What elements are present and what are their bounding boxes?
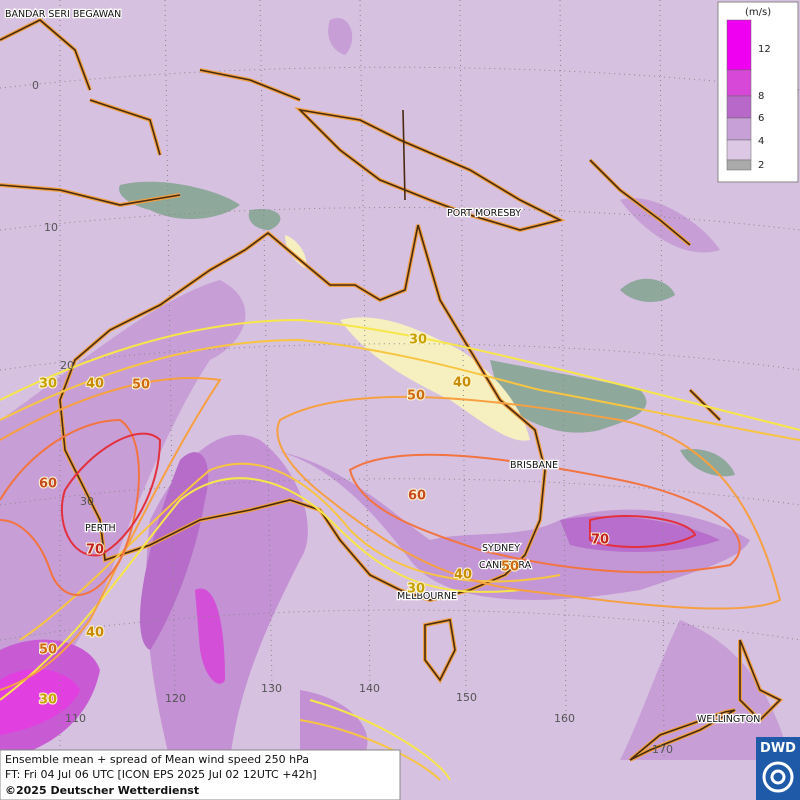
lon-label: 130 (261, 682, 282, 695)
legend-swatch (726, 19, 752, 71)
city-label: PERTH (85, 523, 116, 534)
logo-text: DWD (760, 741, 796, 756)
legend-swatch (726, 139, 752, 161)
lat-label: 0 (32, 79, 39, 92)
lon-label: 170 (652, 743, 673, 756)
city-label: BANDAR SERI BEGAWAN (5, 9, 121, 20)
legend-level: 4 (758, 136, 764, 147)
legend-swatch (726, 95, 752, 119)
city-label: SYDNEY (482, 543, 520, 554)
legend-level: 2 (758, 160, 764, 171)
contour-label: 40 (454, 568, 472, 583)
contour-label: 70 (86, 543, 104, 558)
contour-labels: 30 40 50 30 40 50 60 70 60 70 30 40 50 4… (38, 332, 610, 709)
spread-shading (0, 18, 790, 760)
city-labels: BANDAR SERI BEGAWAN PORT MORESBY BRISBAN… (4, 8, 762, 727)
legend-swatch (726, 117, 752, 141)
isotachs (0, 318, 800, 781)
city-label: CANBERRA (479, 560, 532, 571)
legend-level: 8 (758, 91, 764, 102)
logo-swirl (762, 761, 794, 793)
legend-level: 12 (758, 44, 771, 55)
logo-swirl (770, 769, 786, 785)
footer-box (0, 749, 401, 800)
contour-label: 30 (39, 377, 57, 392)
city-label: MELBOURNE (397, 591, 457, 602)
lat-label: 10 (44, 221, 58, 234)
lat-label: 30 (80, 495, 94, 508)
contour-label: 30 (407, 582, 425, 597)
footer-line: Ensemble mean + spread of Mean wind spee… (5, 753, 309, 766)
contour-label: 50 (407, 389, 425, 404)
lon-label: 110 (65, 712, 86, 725)
legend-level: 6 (758, 113, 764, 124)
contour-label: 50 (39, 643, 57, 658)
city-label: BRISBANE (510, 460, 558, 471)
contour-label: 40 (86, 377, 104, 392)
legend-swatch (726, 69, 752, 97)
city-label: WELLINGTON (697, 714, 760, 725)
footer-line: ©2025 Deutscher Wetterdienst (5, 784, 199, 797)
contour-label: 70 (591, 533, 609, 548)
lon-label: 120 (165, 692, 186, 705)
contour-label: 40 (453, 376, 471, 391)
coastlines (0, 17, 784, 762)
contour-label: 60 (39, 477, 57, 492)
legend-unit: (m/s) (745, 7, 771, 18)
lon-label: 160 (554, 712, 575, 725)
logo: DWD (756, 737, 800, 800)
contour-label: 50 (132, 378, 150, 393)
contour-label: 50 (501, 560, 519, 575)
grid-labels: 0 10 20 30 110 120 130 140 150 160 170 (32, 79, 673, 756)
contour-label: 60 (408, 489, 426, 504)
contour-label: 40 (86, 626, 104, 641)
low-spread-shading (119, 181, 735, 477)
legend-swatch (726, 159, 752, 171)
lat-label: 20 (60, 359, 74, 372)
contour-label: 30 (39, 693, 57, 708)
lon-label: 150 (456, 691, 477, 704)
footer: Ensemble mean + spread of Mean wind spee… (0, 749, 401, 800)
footer-line: FT: Fri 04 Jul 06 UTC [ICON EPS 2025 Jul… (5, 768, 317, 781)
legend: (m/s) 12 8 6 4 2 (717, 1, 799, 183)
contour-label: 30 (409, 333, 427, 348)
lon-label: 140 (359, 682, 380, 695)
city-label: PORT MORESBY (447, 208, 521, 219)
